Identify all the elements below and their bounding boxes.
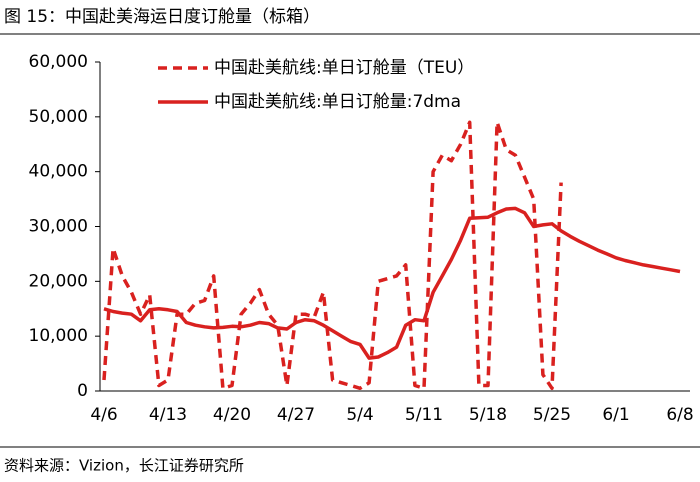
x-tick-label: 5/11 <box>405 405 443 425</box>
y-tick-label: 0 <box>77 381 88 401</box>
x-tick-label: 6/1 <box>602 405 629 425</box>
series-line <box>103 206 681 360</box>
legend-label: 中国赴美航线:单日订舱量（TEU） <box>214 58 474 78</box>
series-line <box>102 120 563 391</box>
y-tick-label: 20,000 <box>29 271 88 291</box>
x-tick-label: 5/18 <box>469 405 507 425</box>
x-tick-label: 4/27 <box>277 405 315 425</box>
x-tick-label: 6/8 <box>666 405 693 425</box>
y-tick-label: 60,000 <box>29 52 88 72</box>
x-tick-label: 5/4 <box>346 405 373 425</box>
legend-label: 中国赴美航线:单日订舱量:7dma <box>214 92 461 112</box>
x-tick-label: 4/20 <box>213 405 251 425</box>
x-tick-label: 4/6 <box>90 405 117 425</box>
source: 资料来源：Vizion，长江证券研究所 <box>4 457 244 475</box>
y-tick-label: 50,000 <box>29 107 88 127</box>
x-tick-label: 5/25 <box>533 405 571 425</box>
chart-title: 图 15：中国赴美海运日度订舱量（标箱） <box>4 7 320 27</box>
y-tick-label: 40,000 <box>29 162 88 182</box>
y-tick-label: 30,000 <box>29 217 88 237</box>
y-tick-label: 10,000 <box>29 326 88 346</box>
x-tick-label: 4/13 <box>149 405 187 425</box>
